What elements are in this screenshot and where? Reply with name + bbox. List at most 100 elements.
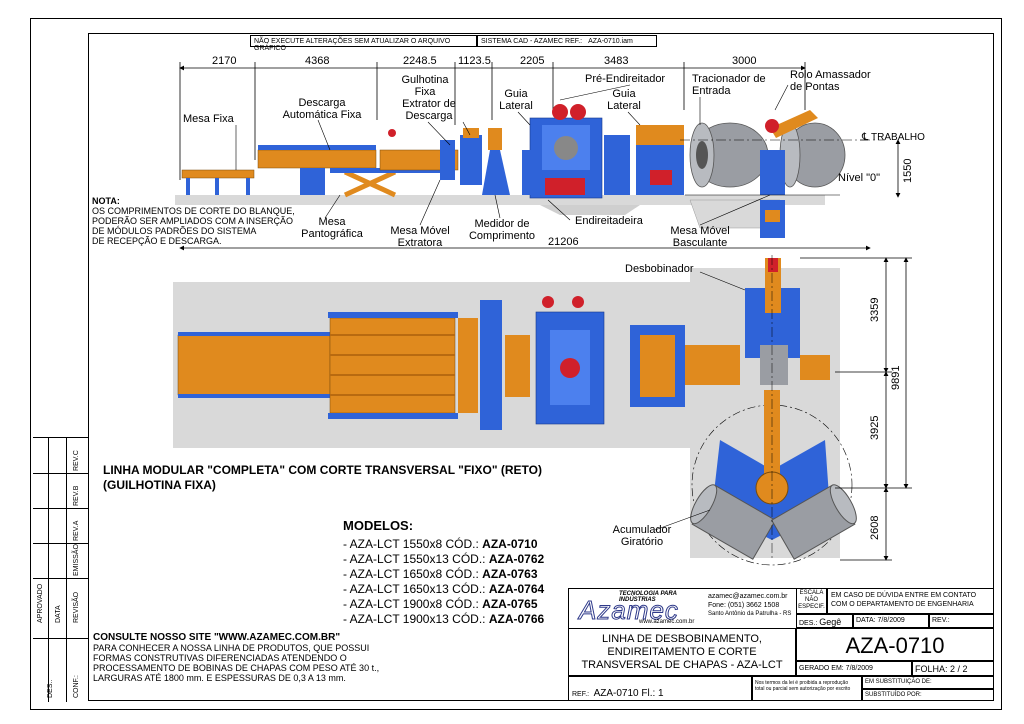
extratora-line-1: Mesa Móvel [390, 225, 450, 237]
des-label: DES.: [799, 620, 818, 627]
modelo-item: - AZA-LCT 1550x8 CÓD.: AZA-0710 [343, 537, 544, 552]
des-cell: DES.: Gegê [796, 614, 853, 628]
duvida-line-1: EM CASO DE DÚVIDA ENTRE EM CONTATO [831, 592, 977, 599]
duvida-line-2: COM O DEPARTAMENTO DE ENGENHARIA [831, 601, 974, 608]
acumulador-line-2: Giratório [620, 536, 664, 548]
emissao-label: EMISSÃO [73, 544, 80, 576]
trabalho-text: TRABALHO [871, 132, 925, 143]
rev-b: REV.B [73, 485, 80, 506]
nota-title: NOTA: [92, 196, 120, 206]
modelo-code: AZA-0764 [488, 582, 545, 596]
azamec-logo: Azamec [579, 595, 679, 626]
ref-value: AZA-0710 Fl.: 1 [593, 688, 664, 699]
dim-4368: 4368 [305, 55, 329, 67]
modelo-code: AZA-0765 [482, 597, 538, 611]
nota-line-3: DE MÓDULOS PADRÕES DO SISTEMA [92, 226, 257, 236]
dim-3000: 3000 [732, 55, 756, 67]
dim-9891: 9891 [890, 366, 902, 390]
modelo-prefix: - AZA-LCT 1650x13 CÓD.: [343, 582, 489, 596]
data-label: DATA: [856, 617, 876, 624]
dim-21206: 21206 [548, 236, 579, 248]
rev-cell: REV.: [929, 614, 994, 628]
centerline-symbol: ℄ [862, 132, 869, 143]
descarga-line-2: Automática Fixa [282, 109, 362, 121]
dim-2170: 2170 [212, 55, 236, 67]
pantografica-line-2: Pantográfica [301, 228, 363, 240]
substituicao-cell: EM SUBSTITUIÇÃO DE: [862, 676, 994, 689]
label-descarga-automatica: Descarga Automática Fixa [278, 97, 366, 121]
modelo-code: AZA-0762 [488, 552, 545, 566]
consulte-block: CONSULTE NOSSO SITE "WWW.AZAMEC.COM.BR" … [93, 632, 380, 684]
conf-label-left: CONF.: [73, 675, 80, 698]
ref-cell: REF.: AZA-0710 Fl.: 1 [568, 676, 752, 701]
modelo-code: AZA-0766 [488, 612, 545, 626]
label-medidor: Medidor de Comprimento [466, 218, 538, 242]
des-label-left: DES.: [47, 679, 54, 698]
data-cell: DATA: 7/8/2009 [853, 614, 929, 628]
elevation-view [175, 104, 885, 238]
email[interactable]: azamec@azamec.com.br [708, 593, 788, 600]
main-title: LINHA MODULAR "COMPLETA" COM CORTE TRANS… [103, 463, 542, 493]
dim-2205: 2205 [520, 55, 544, 67]
medidor-line-2: Comprimento [468, 230, 536, 242]
legal-line-2: total ou parcial sem autorização por esc… [755, 686, 851, 692]
folha-cell: FOLHA: 2 / 2 [912, 661, 994, 676]
drawing-frame [30, 18, 1002, 710]
top-dimension-chain [179, 62, 806, 180]
dim-1123: 1123.5 [458, 55, 491, 67]
tagline: TECNOLOGIA PARA INDÚSTRIAS [619, 591, 677, 603]
description-line-2: ENDIREITAMENTO E CORTE [607, 646, 757, 658]
guia2-line-1: Guia [612, 88, 636, 100]
substituido-cell: SUBSTITUÍDO POR: [862, 689, 994, 701]
header-cad-ref: SISTEMA CAD - AZAMEC REF.: AZA-0710.iam [477, 35, 657, 47]
escala-line-1: ESCALA [799, 590, 824, 596]
label-acumulador: Acumulador Giratório [606, 524, 678, 548]
gulhotina-fixa [460, 135, 482, 185]
nota-line-2: PODERÃO SER AMPLIADOS COM A INSERÇÃO [92, 216, 294, 226]
cad-ref-label: SISTEMA CAD - AZAMEC REF.: [481, 38, 583, 45]
modelo-code: AZA-0763 [482, 567, 538, 581]
modelo-item: - AZA-LCT 1900x13 CÓD.: AZA-0766 [343, 612, 544, 627]
nota-line-1: OS COMPRIMENTOS DE CORTE DO BLANQUE, [92, 206, 295, 216]
label-tracionador: Tracionador de Entrada [692, 73, 766, 97]
label-trabalho: ℄ TRABALHO [862, 132, 925, 143]
aprovado-label: APROVADO [37, 583, 44, 623]
contact-block: azamec@azamec.com.br Fone: (051) 3662 15… [708, 592, 791, 619]
rolo-line-1: Rolo Amassador [790, 69, 871, 81]
modelo-item: - AZA-LCT 1650x13 CÓD.: AZA-0764 [343, 582, 544, 597]
extrator-line-2: Descarga [405, 110, 453, 122]
escala-line-2: NÃO [804, 597, 818, 603]
label-endireitadeira: Endireitadeira [575, 215, 643, 227]
nota-block: NOTA: OS COMPRIMENTOS DE CORTE DO BLANQU… [92, 196, 295, 246]
logo-area: TECNOLOGIA PARA INDÚSTRIAS Azamec www.az… [569, 589, 706, 627]
modelo-prefix: - AZA-LCT 1650x8 CÓD.: [343, 567, 483, 581]
city: Santo Antônio da Patrulha - RS [708, 611, 792, 617]
rolo-line-2: de Pontas [790, 81, 840, 93]
description-line-3: TRANSVERSAL DE CHAPAS - AZA-LCT [581, 659, 783, 671]
extrator-line-1: Extrator de [402, 98, 456, 110]
ref-label: REF.: [572, 691, 590, 698]
basculante-line-1: Mesa Móvel [670, 225, 730, 237]
modelo-item: - AZA-LCT 1900x8 CÓD.: AZA-0765 [343, 597, 544, 612]
description-line-1: LINHA DE DESBOBINAMENTO, [602, 633, 762, 645]
gulhotina-line-1: Gulhotina [401, 74, 449, 86]
medidor-line-1: Medidor de [474, 218, 530, 230]
consulte-title: CONSULTE NOSSO SITE "WWW.AZAMEC.COM.BR" [93, 632, 341, 643]
revisao-label: REVISÃO [73, 591, 80, 623]
label-rolo-amassador: Rolo Amassador de Pontas [790, 69, 871, 93]
basculante-line-2: Basculante [672, 237, 728, 249]
dim-3359: 3359 [869, 298, 881, 322]
consulte-line-2: FORMAS CONSTRUTIVAS DIFERENCIADAS ATENDE… [93, 653, 347, 663]
escala-line-3: ESPECIF. [798, 604, 825, 610]
modelos-title: MODELOS: [343, 518, 414, 533]
guia1-line-1: Guia [504, 88, 528, 100]
description-cell: LINHA DE DESBOBINAMENTO, ENDIREITAMENTO … [568, 628, 796, 676]
legal-cell: Nos termos da lei é proibida a reproduçã… [752, 676, 862, 701]
label-guia-lateral-2: Guia Lateral [604, 88, 644, 112]
consulte-line-3: PROCESSAMENTO DE BOBINAS DE CHAPAS COM P… [93, 663, 380, 673]
drawing-code-cell: AZA-0710 [796, 628, 994, 661]
descarga-line-1: Descarga [298, 97, 346, 109]
modelo-prefix: - AZA-LCT 1900x13 CÓD.: [343, 612, 489, 626]
modelo-prefix: - AZA-LCT 1550x13 CÓD.: [343, 552, 489, 566]
data-label: DATA [55, 605, 62, 623]
